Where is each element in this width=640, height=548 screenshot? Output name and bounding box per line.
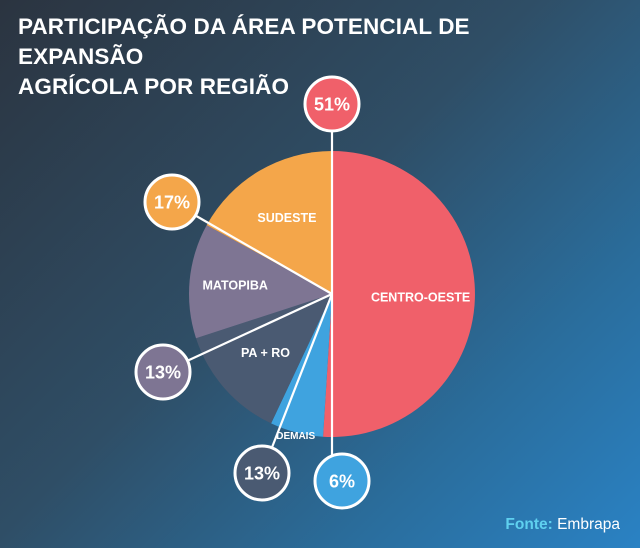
value-label-matopiba: 13% <box>145 363 181 383</box>
leader-line-sudeste <box>194 214 333 295</box>
value-bubble-pa-ro <box>233 444 291 502</box>
chart-title-line-1: PARTICIPAÇÃO DA ÁREA POTENCIAL DE EXPANS… <box>18 14 470 69</box>
value-bubble-demais <box>313 452 371 510</box>
chart-title-line-2: AGRÍCOLA POR REGIÃO <box>18 74 290 99</box>
value-bubble-centro-oeste <box>303 75 361 133</box>
slice-label-centro-oeste: CENTRO-OESTE <box>371 290 470 304</box>
leader-line-pa-ro <box>270 293 334 449</box>
value-bubble-sudeste <box>143 173 201 231</box>
chart-title: PARTICIPAÇÃO DA ÁREA POTENCIAL DE EXPANS… <box>18 12 578 102</box>
pie-slice-pa-ro <box>196 294 332 424</box>
source-label: Fonte: <box>505 516 553 533</box>
value-label-pa-ro: 13% <box>244 464 280 484</box>
pie-slice-centro-oeste <box>323 151 475 437</box>
value-bubble-matopiba <box>134 343 192 401</box>
pie-slice-demais <box>271 294 332 437</box>
pie-slice-sudeste <box>206 151 332 294</box>
slice-label-pa-ro: PA + RO <box>241 346 290 360</box>
source-credit: Fonte: Embrapa <box>505 516 620 534</box>
leader-line-matopiba <box>187 293 333 362</box>
slice-label-demais: DEMAIS <box>276 431 315 442</box>
pie-slice-matopiba <box>189 225 332 339</box>
slice-label-sudeste: SUDESTE <box>257 211 316 225</box>
value-label-centro-oeste: 51% <box>314 95 350 115</box>
value-label-sudeste: 17% <box>154 193 190 213</box>
value-label-demais: 6% <box>329 472 355 492</box>
slice-label-matopiba: MATOPIBA <box>202 278 268 292</box>
source-name: Embrapa <box>557 516 620 533</box>
